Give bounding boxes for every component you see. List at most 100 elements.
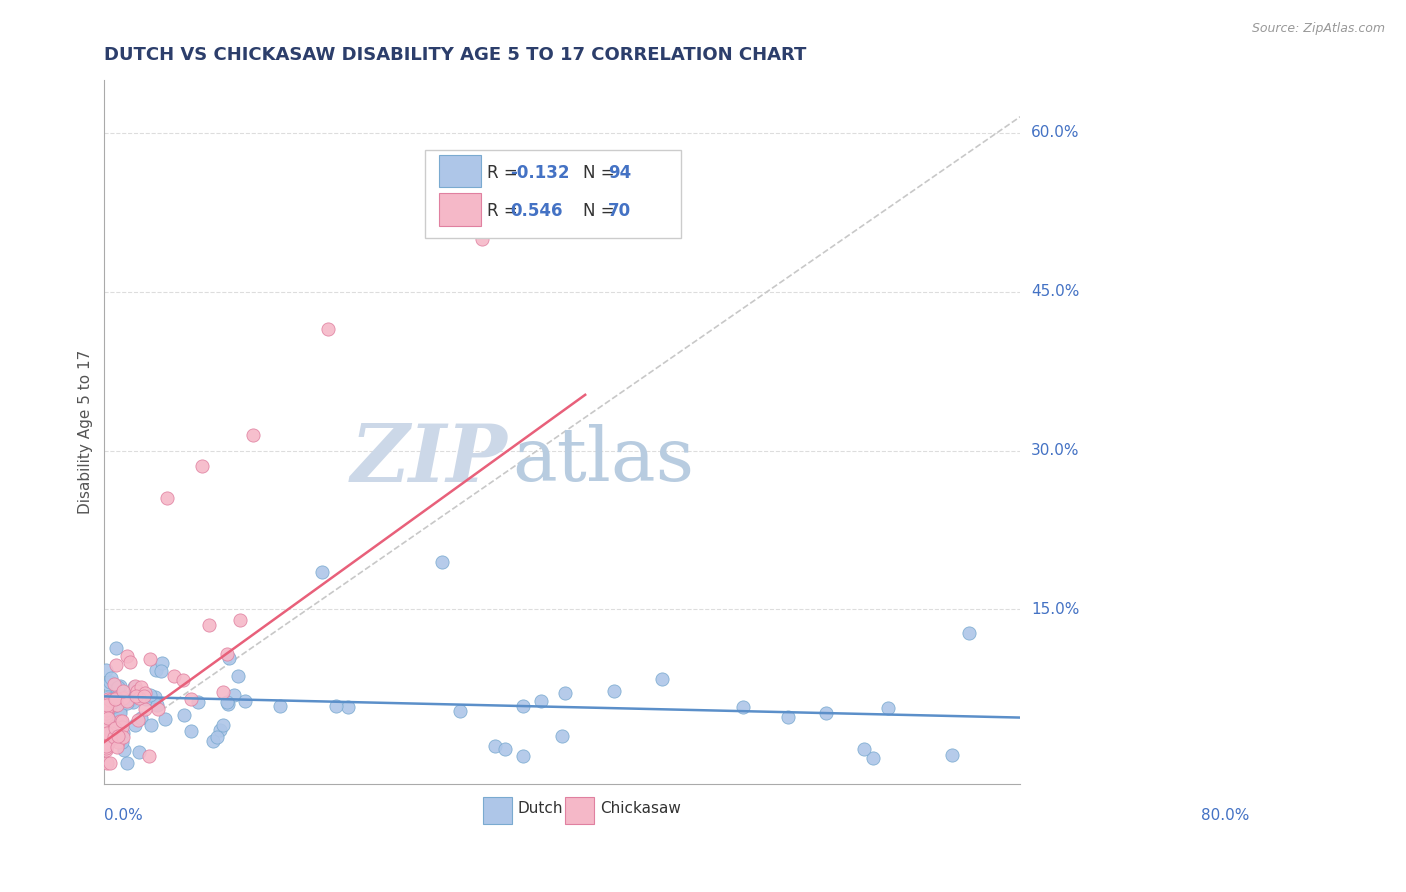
Text: Dutch: Dutch xyxy=(517,802,562,816)
Point xyxy=(112,684,135,698)
Point xyxy=(132,690,155,704)
Point xyxy=(108,679,131,693)
Text: 45.0%: 45.0% xyxy=(1031,284,1080,299)
Point xyxy=(229,613,252,627)
Point xyxy=(103,677,125,691)
Point xyxy=(124,689,146,703)
Point xyxy=(94,743,117,757)
Text: N =: N = xyxy=(583,202,620,220)
Point xyxy=(115,756,138,771)
Text: Source: ZipAtlas.com: Source: ZipAtlas.com xyxy=(1251,22,1385,36)
Point xyxy=(112,725,135,739)
Point xyxy=(111,731,134,745)
Point xyxy=(117,648,139,663)
Point xyxy=(97,676,120,690)
Point xyxy=(138,749,160,764)
Point xyxy=(226,669,249,683)
Point xyxy=(114,690,136,705)
Point xyxy=(124,717,146,731)
Point xyxy=(139,688,162,702)
Text: Chickasaw: Chickasaw xyxy=(600,802,681,816)
Point xyxy=(242,427,264,442)
Point xyxy=(111,714,134,729)
Point xyxy=(94,707,117,722)
Text: R =: R = xyxy=(488,202,523,220)
Point xyxy=(101,723,124,738)
Point xyxy=(173,708,195,723)
Point xyxy=(110,734,132,748)
Point xyxy=(603,684,626,698)
Text: 15.0%: 15.0% xyxy=(1031,602,1080,617)
Point xyxy=(110,714,132,728)
Point xyxy=(97,690,120,705)
Point xyxy=(430,555,453,569)
FancyBboxPatch shape xyxy=(565,797,595,824)
Point xyxy=(97,709,120,723)
Point xyxy=(104,691,127,706)
Point xyxy=(197,617,219,632)
Point xyxy=(471,232,494,246)
Point xyxy=(180,723,202,738)
Point xyxy=(97,702,120,716)
Point xyxy=(96,717,118,731)
Point xyxy=(94,701,117,715)
Text: R =: R = xyxy=(488,164,523,182)
Point xyxy=(862,750,884,764)
Point xyxy=(121,695,143,709)
Point xyxy=(149,664,172,678)
Text: atlas: atlas xyxy=(512,424,695,497)
Point xyxy=(98,675,121,690)
Point xyxy=(98,707,121,722)
Point xyxy=(103,721,125,735)
Point xyxy=(97,699,120,714)
Point xyxy=(107,723,129,738)
Point xyxy=(512,699,534,714)
Point xyxy=(101,732,124,747)
FancyBboxPatch shape xyxy=(482,797,512,824)
Point xyxy=(96,756,118,771)
Point xyxy=(202,734,225,748)
FancyBboxPatch shape xyxy=(425,150,682,238)
Point xyxy=(163,669,186,683)
Point xyxy=(96,705,118,719)
Point xyxy=(97,730,120,744)
Point xyxy=(554,686,576,700)
Point xyxy=(172,673,194,688)
Point xyxy=(776,710,799,724)
Point xyxy=(105,681,128,695)
Point xyxy=(316,321,339,335)
Point xyxy=(103,724,125,739)
Point xyxy=(94,699,117,714)
Point xyxy=(217,695,239,709)
Point xyxy=(100,710,122,724)
Point xyxy=(957,625,980,640)
Point xyxy=(94,706,117,721)
Point xyxy=(141,717,163,731)
Point xyxy=(146,702,169,716)
Point xyxy=(128,745,150,759)
Point xyxy=(815,706,838,720)
Text: 94: 94 xyxy=(607,164,631,182)
Point xyxy=(145,690,167,704)
Point xyxy=(98,756,121,771)
Point xyxy=(134,686,156,700)
Point xyxy=(98,724,121,739)
Point xyxy=(224,689,246,703)
Point xyxy=(100,692,122,706)
Point xyxy=(853,741,876,756)
Point xyxy=(311,566,333,580)
Point xyxy=(105,739,128,754)
Point xyxy=(550,729,572,743)
Y-axis label: Disability Age 5 to 17: Disability Age 5 to 17 xyxy=(79,350,93,514)
Text: 80.0%: 80.0% xyxy=(1201,807,1249,822)
Point xyxy=(112,743,135,757)
Point xyxy=(103,696,125,710)
Point xyxy=(128,691,150,706)
Point xyxy=(94,740,117,755)
Point xyxy=(484,739,506,754)
Text: -0.132: -0.132 xyxy=(510,164,569,182)
Point xyxy=(212,684,235,698)
Point xyxy=(104,724,127,739)
Point xyxy=(135,692,157,706)
Point xyxy=(233,694,256,708)
